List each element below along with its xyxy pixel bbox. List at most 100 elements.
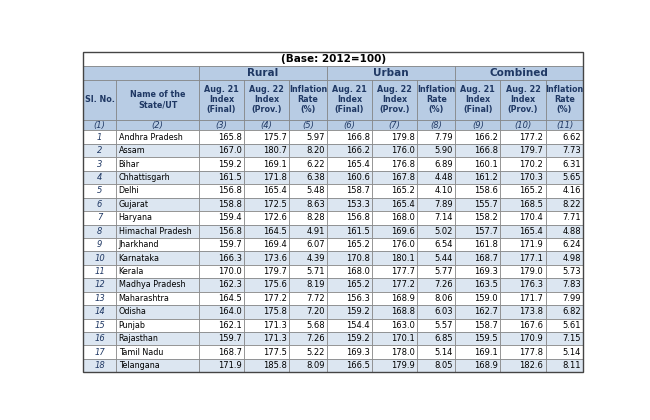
Bar (244, 120, 289, 131)
Text: 161.2: 161.2 (474, 173, 498, 182)
Text: 4.88: 4.88 (562, 227, 581, 236)
Bar (289, 238, 327, 251)
Bar (455, 211, 500, 225)
Bar (83, 251, 116, 265)
Bar (83, 80, 116, 120)
Bar (455, 265, 500, 278)
Text: 171.9: 171.9 (218, 361, 242, 370)
Text: Aug. 22
Index
(Prov.): Aug. 22 Index (Prov.) (378, 85, 412, 114)
Text: 177.2: 177.2 (519, 133, 543, 142)
Text: 177.2: 177.2 (391, 281, 415, 289)
Bar (545, 291, 584, 305)
Bar (500, 332, 545, 345)
Text: (6): (6) (344, 121, 356, 130)
Bar (116, 238, 199, 251)
Text: 1: 1 (97, 133, 102, 142)
Text: 171.9: 171.9 (519, 240, 543, 249)
Text: 5.77: 5.77 (434, 267, 453, 276)
Bar (327, 251, 372, 265)
Bar (372, 291, 417, 305)
Bar (244, 131, 289, 144)
Text: 165.2: 165.2 (346, 281, 370, 289)
Text: 10: 10 (94, 254, 105, 262)
Text: 13: 13 (94, 294, 105, 303)
Bar (289, 318, 327, 332)
Bar (199, 238, 244, 251)
Text: (Base: 2012=100): (Base: 2012=100) (281, 54, 385, 64)
Bar (327, 318, 372, 332)
Bar (455, 158, 500, 171)
Bar (199, 131, 244, 144)
Text: (5): (5) (302, 121, 314, 130)
Bar (545, 158, 584, 171)
Bar (289, 171, 327, 184)
Bar (116, 332, 199, 345)
Text: 5.68: 5.68 (306, 321, 325, 330)
Bar (289, 198, 327, 211)
Text: 169.1: 169.1 (263, 160, 287, 168)
Bar (545, 184, 584, 198)
Text: (9): (9) (472, 121, 484, 130)
Bar (545, 332, 584, 345)
Bar (372, 305, 417, 318)
Bar (372, 265, 417, 278)
Text: 165.4: 165.4 (391, 200, 415, 209)
Text: 159.7: 159.7 (218, 334, 242, 343)
Text: 157.7: 157.7 (474, 227, 498, 236)
Bar (83, 265, 116, 278)
Text: 167.8: 167.8 (391, 173, 415, 182)
Bar (116, 318, 199, 332)
Bar (327, 198, 372, 211)
Text: 161.5: 161.5 (346, 227, 370, 236)
Bar (199, 158, 244, 171)
Bar (244, 318, 289, 332)
Bar (199, 66, 327, 80)
Bar (199, 144, 244, 158)
Bar (417, 305, 455, 318)
Text: 159.2: 159.2 (346, 307, 370, 316)
Text: 158.2: 158.2 (474, 213, 498, 222)
Bar (417, 80, 455, 120)
Bar (545, 120, 584, 131)
Text: 5.22: 5.22 (306, 348, 325, 357)
Text: 5.61: 5.61 (563, 321, 581, 330)
Text: 165.4: 165.4 (346, 160, 370, 168)
Text: 176.0: 176.0 (391, 240, 415, 249)
Text: 179.9: 179.9 (391, 361, 415, 370)
Text: 5.71: 5.71 (306, 267, 325, 276)
Text: Himachal Pradesh: Himachal Pradesh (119, 227, 191, 236)
Text: 7.20: 7.20 (306, 307, 325, 316)
Bar (244, 158, 289, 171)
Bar (289, 80, 327, 120)
Bar (455, 225, 500, 238)
Text: 165.2: 165.2 (519, 186, 543, 195)
Bar (327, 332, 372, 345)
Bar (500, 144, 545, 158)
Text: Tamil Nadu: Tamil Nadu (119, 348, 163, 357)
Bar (199, 80, 244, 120)
Text: 14: 14 (94, 307, 105, 316)
Text: 178.0: 178.0 (391, 348, 415, 357)
Text: Haryana: Haryana (119, 213, 153, 222)
Bar (417, 238, 455, 251)
Text: 2: 2 (97, 146, 102, 155)
Text: 6.38: 6.38 (306, 173, 325, 182)
Bar (545, 211, 584, 225)
Bar (116, 291, 199, 305)
Bar (545, 345, 584, 359)
Bar (372, 184, 417, 198)
Bar (372, 238, 417, 251)
Bar (244, 211, 289, 225)
Text: 159.2: 159.2 (346, 334, 370, 343)
Bar (417, 278, 455, 291)
Bar (372, 251, 417, 265)
Text: 164.5: 164.5 (263, 227, 287, 236)
Text: 177.5: 177.5 (263, 348, 287, 357)
Text: Maharashtra: Maharashtra (119, 294, 170, 303)
Bar (83, 52, 584, 66)
Text: 5.97: 5.97 (306, 133, 325, 142)
Text: 5.57: 5.57 (434, 321, 453, 330)
Text: 182.6: 182.6 (519, 361, 543, 370)
Bar (83, 66, 199, 80)
Text: 7.73: 7.73 (562, 146, 581, 155)
